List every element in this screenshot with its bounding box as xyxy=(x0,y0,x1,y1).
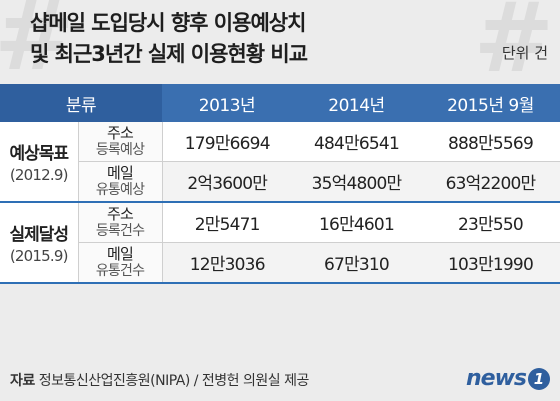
table-cell: 12만3036 xyxy=(162,242,292,284)
table-cell: 35억4800만 xyxy=(292,161,421,203)
category-period: (2012.9) xyxy=(9,166,69,184)
header-2014: 2014년 xyxy=(292,84,421,122)
table-row: 예상목표 (2012.9) 주소 등록예상 179만6694 484만6541 … xyxy=(0,122,560,203)
table-cell: 16만4601 xyxy=(292,202,421,243)
category-label: 실제달성 xyxy=(9,225,69,245)
table-cell: 2억3600만 xyxy=(162,161,292,203)
category-actual: 실제달성 (2015.9) xyxy=(0,202,79,284)
table-cell: 67만310 xyxy=(292,242,421,284)
table-cell: 484만6541 xyxy=(292,122,421,162)
hash-decoration-right: # xyxy=(473,0,554,94)
table-cell: 103만1990 xyxy=(421,242,560,284)
table-row: 메일 유통예상 2억3600만 35억4800만 63억2200만 xyxy=(0,161,560,203)
row-label-main: 메일 xyxy=(106,163,134,182)
category-expected: 예상목표 (2012.9) xyxy=(0,122,79,203)
table-row: 메일 유통건수 12만3036 67만310 103만1990 xyxy=(0,242,560,284)
logo-wordmark: news xyxy=(465,366,527,391)
row-label-detail: 유통예상 xyxy=(95,181,145,198)
row-label: 메일 유통예상 xyxy=(78,161,163,203)
page-title: 샵메일 도입당시 향후 이용예상치 및 최근3년간 실제 이용현황 비교 xyxy=(30,8,308,70)
category-label: 예상목표 xyxy=(9,144,69,164)
table-cell: 2만5471 xyxy=(162,202,292,243)
category-period: (2015.9) xyxy=(9,247,69,265)
news1-logo: news 1 xyxy=(466,366,550,391)
table-cell: 63억2200만 xyxy=(421,161,560,203)
row-label-detail: 등록건수 xyxy=(95,222,145,239)
row-label-main: 주소 xyxy=(106,204,134,223)
source-label: 자료 xyxy=(10,373,35,389)
row-label: 메일 유통건수 xyxy=(78,242,163,284)
source-note: 자료 정보통신산업진흥원(NIPA) / 전병헌 의원실 제공 xyxy=(10,370,309,390)
source-text: 정보통신산업진흥원(NIPA) / 전병헌 의원실 제공 xyxy=(34,373,310,389)
hash-decoration-left: # xyxy=(0,0,75,92)
row-label: 주소 등록예상 xyxy=(78,122,163,162)
row-label: 주소 등록건수 xyxy=(78,202,163,243)
table-row: 실제달성 (2015.9) 주소 등록건수 2만5471 16만4601 23만… xyxy=(0,202,560,284)
header-category: 분류 xyxy=(0,84,162,122)
title-line-2: 및 최근3년간 실제 이용현황 비교 xyxy=(30,42,308,66)
table-cell: 23만550 xyxy=(421,202,560,243)
logo-badge: 1 xyxy=(528,367,550,390)
unit-label: 단위 건 xyxy=(501,44,548,62)
table-cell: 179만6694 xyxy=(162,122,292,162)
header-row: 분류 2013년 2014년 2015년 9월 xyxy=(0,84,560,122)
row-label-detail: 등록예상 xyxy=(95,141,145,158)
row-label-detail: 유통건수 xyxy=(95,262,145,279)
title-line-1: 샵메일 도입당시 향후 이용예상치 xyxy=(30,11,306,35)
header-2013: 2013년 xyxy=(162,84,292,122)
row-label-main: 메일 xyxy=(106,244,134,263)
table-cell: 888만5569 xyxy=(421,122,560,162)
comparison-table: 분류 2013년 2014년 2015년 9월 예상목표 (2012.9) 주소… xyxy=(0,84,560,284)
row-label-main: 주소 xyxy=(106,123,134,142)
header-2015: 2015년 9월 xyxy=(421,84,560,122)
